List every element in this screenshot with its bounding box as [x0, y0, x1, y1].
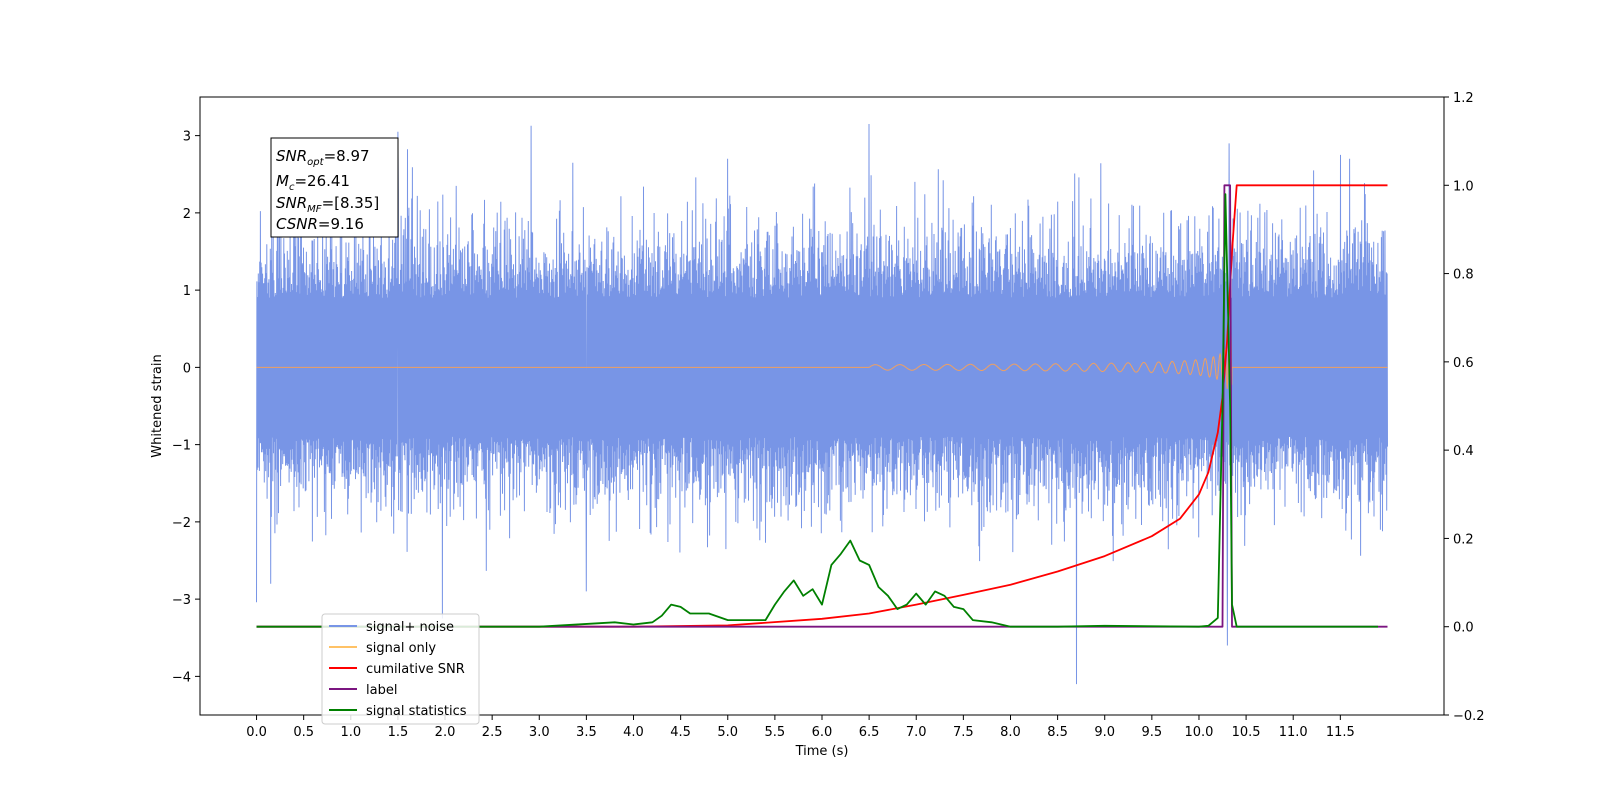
annotation-csnr: CSNR=9.16: [276, 215, 364, 233]
x-tick-label: 7.5: [953, 725, 974, 740]
y-tick-label: 0: [183, 361, 191, 376]
x-tick-label: 5.0: [717, 725, 738, 740]
series-cumulative-snr: [256, 184, 1388, 628]
y-tick-label: 1: [183, 284, 191, 299]
x-tick-label: 6.5: [859, 725, 880, 740]
x-tick-label: 11.5: [1326, 725, 1355, 740]
y2-tick-label: 0.6: [1453, 356, 1474, 371]
x-tick-label: 6.0: [812, 725, 833, 740]
y2-tick-label: 0.8: [1453, 268, 1474, 283]
legend: signal+ noise signal only cumilative SNR…: [321, 613, 480, 725]
y2-axis-ticks: 1.2 1.0 0.8 0.6 0.4 0.2 0.0 −0.2: [1444, 91, 1485, 724]
legend-label-signal-only: signal only: [366, 641, 436, 656]
series-signal-only: [256, 332, 1388, 400]
legend-label-cumulative-snr: cumilative SNR: [366, 662, 465, 677]
legend-label-signal-noise: signal+ noise: [366, 620, 454, 635]
x-tick-label: 2.5: [482, 725, 503, 740]
x-axis-ticks: 0.0 0.5 1.0 1.5 2.0 2.5 3.0 3.5 4.0 4.5 5.0 5.5 6.0 6…: [246, 715, 1355, 740]
legend-box: [321, 613, 480, 725]
x-tick-label: 1.5: [388, 725, 409, 740]
x-tick-label: 8.5: [1047, 725, 1068, 740]
stats-annotation: SNRopt=8.97 Mc=26.41 SNRMF=[8.35] CSNR=9…: [270, 137, 399, 238]
x-tick-label: 9.5: [1142, 725, 1163, 740]
series-signal-noise: [256, 123, 1388, 685]
y-tick-label: −2: [172, 516, 191, 531]
x-tick-label: 1.0: [340, 725, 361, 740]
x-tick-label: 3.5: [576, 725, 597, 740]
x-tick-label: 3.0: [529, 725, 550, 740]
y2-tick-label: 1.2: [1453, 91, 1474, 106]
annotation-mc: Mc=26.41: [276, 172, 350, 193]
y2-tick-label: −0.2: [1453, 709, 1485, 724]
y-tick-label: −4: [172, 670, 191, 685]
x-tick-label: 0.5: [293, 725, 314, 740]
x-tick-label: 11.0: [1279, 725, 1308, 740]
x-tick-label: 9.0: [1094, 725, 1115, 740]
y-axis-label: Whitened strain: [150, 354, 165, 457]
y-tick-label: −3: [172, 593, 191, 608]
y-tick-label: −1: [172, 439, 191, 454]
series-layer: [256, 123, 1388, 685]
x-tick-label: 10.0: [1184, 725, 1213, 740]
annotation-box: [270, 137, 399, 238]
x-tick-label: 8.0: [1000, 725, 1021, 740]
series-signal-statistics: [256, 193, 1378, 628]
y2-tick-label: 0.4: [1453, 444, 1474, 459]
x-tick-label: 4.5: [670, 725, 691, 740]
x-tick-label: 0.0: [246, 725, 267, 740]
legend-label-label: label: [366, 683, 397, 698]
x-tick-label: 4.0: [623, 725, 644, 740]
x-tick-label: 2.0: [435, 725, 456, 740]
y2-tick-label: 0.0: [1453, 621, 1474, 636]
x-tick-label: 5.5: [765, 725, 786, 740]
y-axis-ticks: 3 2 1 0 −1 −2 −3 −4: [172, 130, 200, 685]
x-tick-label: 7.0: [906, 725, 927, 740]
x-axis-label: Time (s): [795, 744, 849, 759]
y-tick-label: 3: [183, 130, 191, 145]
annotation-snr-opt: SNRopt=8.97: [276, 147, 370, 168]
legend-label-signal-statistics: signal statistics: [366, 704, 467, 719]
y-tick-label: 2: [183, 207, 191, 222]
x-tick-label: 10.5: [1232, 725, 1261, 740]
annotation-snr-mf: SNRMF=[8.35]: [276, 194, 379, 215]
y2-tick-label: 1.0: [1453, 179, 1474, 194]
y2-tick-label: 0.2: [1453, 532, 1474, 547]
